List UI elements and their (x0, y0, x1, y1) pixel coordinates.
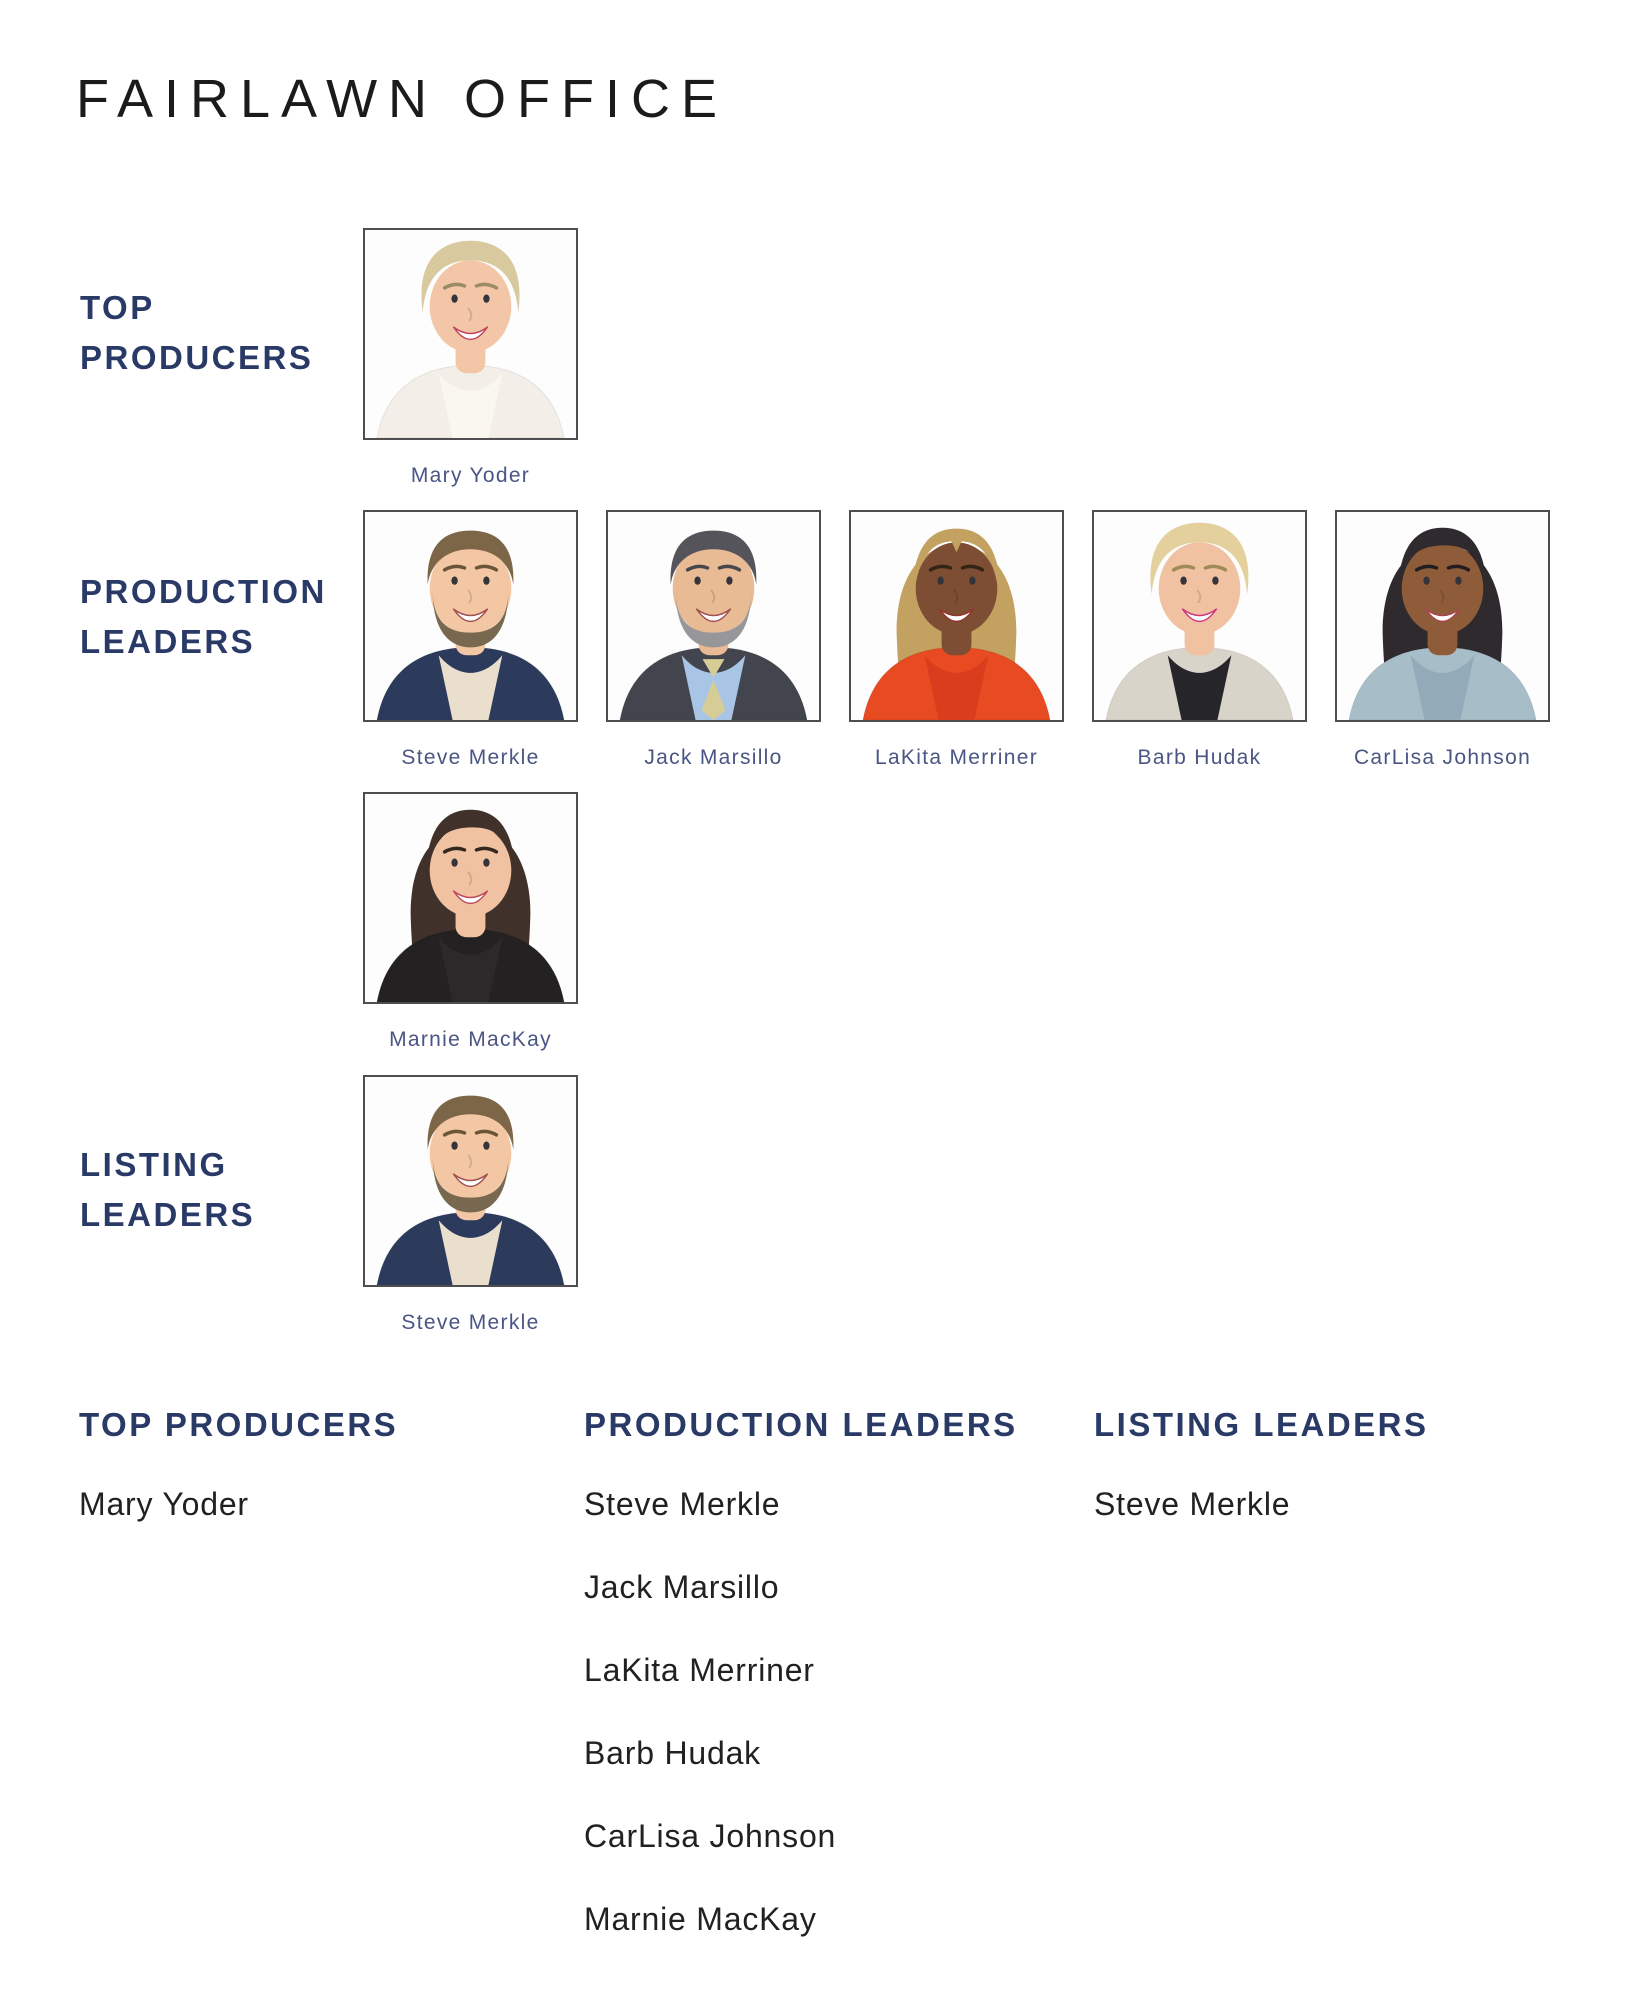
person-card: Mary Yoder (363, 228, 578, 488)
headshot-barb-hudak (1092, 510, 1307, 722)
section-label-line: LISTING (80, 1146, 228, 1183)
summary-column-listing-leaders: LISTING LEADERS Steve Merkle (1094, 1406, 1554, 1520)
summary-name: Barb Hudak (584, 1735, 761, 1771)
summary-name: Marnie MacKay (584, 1901, 817, 1937)
summary-column-production-leaders: PRODUCTION LEADERS Steve Merkle Jack Mar… (584, 1406, 1094, 1935)
person-card: Barb Hudak (1092, 510, 1307, 770)
person-card: Jack Marsillo (606, 510, 821, 770)
person-card: Steve Merkle (363, 1075, 578, 1335)
summary-name-list: Steve Merkle Jack Marsillo LaKita Merrin… (584, 1488, 1094, 1935)
listing-leaders-photo-row: Steve Merkle (363, 1075, 578, 1335)
section-label-line: TOP (80, 289, 155, 326)
person-card: Steve Merkle (363, 510, 578, 770)
headshot-carlisa-johnson (1335, 510, 1550, 722)
summary-name: Steve Merkle (1094, 1486, 1291, 1522)
summary-name: CarLisa Johnson (584, 1818, 837, 1854)
headshot-steve-merkle-listing (363, 1075, 578, 1287)
section-label-production-leaders: PRODUCTION LEADERS (80, 567, 365, 667)
summary-header: TOP PRODUCERS (79, 1406, 399, 1443)
section-label-listing-leaders: LISTING LEADERS (80, 1140, 365, 1240)
section-label-top-producers: TOP PRODUCERS (80, 283, 365, 383)
person-card: CarLisa Johnson (1335, 510, 1550, 770)
production-leaders-photo-row-2: Marnie MacKay (363, 792, 578, 1052)
headshot-marnie-mackay (363, 792, 578, 1004)
section-label-line: LEADERS (80, 1196, 256, 1233)
person-name-caption: Marnie MacKay (389, 1028, 552, 1051)
headshot-mary-yoder (363, 228, 578, 440)
summary-name: Mary Yoder (79, 1486, 249, 1522)
summary-header: PRODUCTION LEADERS (584, 1406, 1018, 1443)
headshot-lakita-merriner (849, 510, 1064, 722)
summary-name: LaKita Merriner (584, 1652, 815, 1688)
person-name-caption: Mary Yoder (410, 464, 531, 487)
person-name-caption: Steve Merkle (401, 1311, 540, 1334)
person-name-caption: CarLisa Johnson (1353, 746, 1532, 769)
summary-column-top-producers: TOP PRODUCERS Mary Yoder (79, 1406, 584, 1520)
person-card: LaKita Merriner (849, 510, 1064, 770)
summary-name-list: Steve Merkle (1094, 1488, 1554, 1520)
summary-header: LISTING LEADERS (1094, 1406, 1429, 1443)
section-label-line: PRODUCTION (80, 573, 327, 610)
person-name-caption: Jack Marsillo (644, 746, 783, 769)
section-label-line: LEADERS (80, 623, 256, 660)
person-name-caption: LaKita Merriner (874, 746, 1039, 769)
section-label-line: PRODUCERS (80, 339, 314, 376)
summary-name-list: Mary Yoder (79, 1488, 584, 1520)
summary-name: Jack Marsillo (584, 1569, 780, 1605)
person-card: Marnie MacKay (363, 792, 578, 1052)
summary-name: Steve Merkle (584, 1486, 781, 1522)
production-leaders-photo-row: Steve Merkle Jack Marsillo (363, 510, 1550, 770)
page-title: FAIRLAWN OFFICE (76, 69, 729, 129)
headshot-steve-merkle (363, 510, 578, 722)
person-name-caption: Barb Hudak (1137, 746, 1262, 769)
person-name-caption: Steve Merkle (401, 746, 540, 769)
headshot-jack-marsillo (606, 510, 821, 722)
top-producers-photo-row: Mary Yoder (363, 228, 578, 488)
